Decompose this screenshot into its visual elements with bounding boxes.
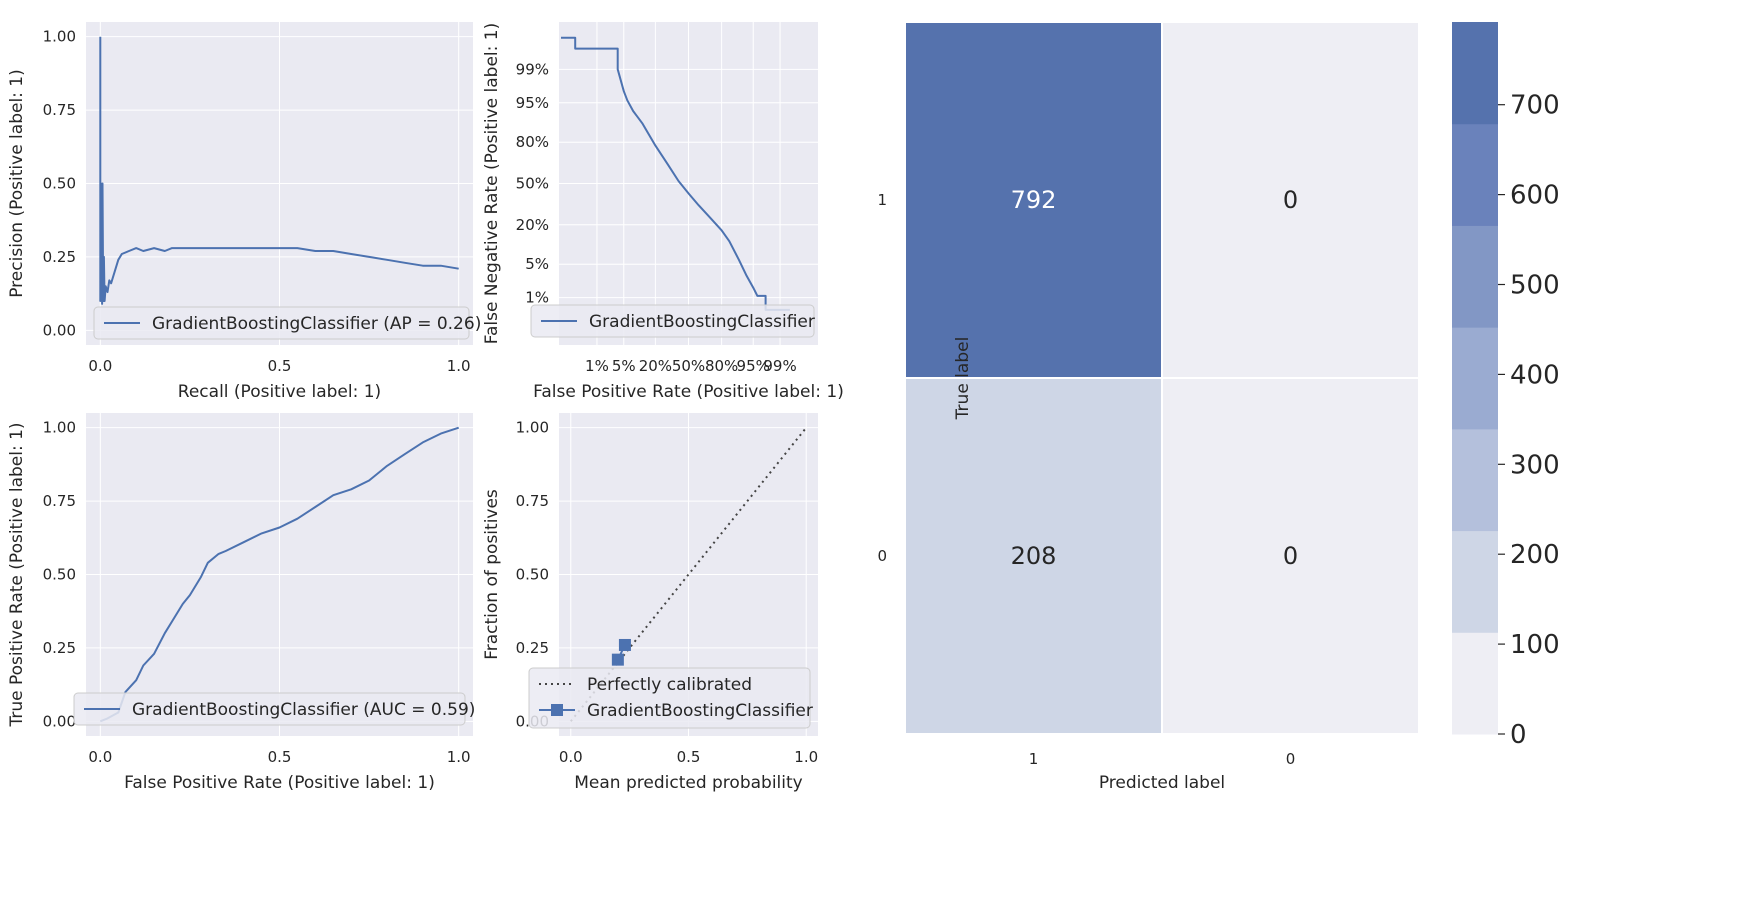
det-x-tick-label: 80% bbox=[705, 357, 738, 375]
cal-legend bbox=[528, 667, 811, 729]
det-y-axis-label: False Negative Rate (Positive label: 1) bbox=[482, 23, 502, 344]
cm-panel: 792 0 208 0 1 0 1 0 Predicted label True label 0 10… bbox=[877, 21, 1560, 793]
roc-x-axis-label: False Positive Rate (Positive label: 1) bbox=[124, 773, 435, 793]
colorbar-tick-label: 700 bbox=[1510, 91, 1560, 121]
pr-y-tick-label: 0.50 bbox=[43, 175, 76, 193]
roc-series-line bbox=[99, 426, 460, 723]
pr-legend-entry: GradientBoostingClassifier (AP = 0.26) bbox=[152, 314, 481, 334]
roc-y-tick-label: 0.25 bbox=[43, 639, 76, 657]
colorbar-band bbox=[1452, 428, 1498, 532]
det-panel: 1% 5% 20% 50% 80%95%99%1%5%20%50%80%95%99%Fa… bbox=[482, 22, 844, 402]
det-series-line bbox=[561, 36, 790, 311]
roc-y-tick-label: 0.00 bbox=[43, 712, 76, 730]
cal-x-tick-label: 1.0 bbox=[794, 748, 818, 766]
cm-cell bbox=[1161, 21, 1420, 379]
det-y-tick-label: 95% bbox=[516, 94, 549, 112]
pr-y-tick-label: 0.25 bbox=[43, 248, 76, 266]
det-y-tick-label: 1% bbox=[525, 289, 549, 307]
colorbar-band bbox=[1452, 225, 1498, 328]
cm-cell bbox=[904, 377, 1163, 735]
cal-legend-entry: Perfectly calibrated bbox=[587, 675, 752, 695]
cal-x-tick-label: 0.0 bbox=[559, 748, 583, 766]
det-x-tick-label: 20% bbox=[639, 357, 672, 375]
roc-y-tick-label: 0.75 bbox=[43, 492, 76, 510]
roc-y-axis-label: True Positive Rate (Positive label: 1) bbox=[7, 422, 27, 727]
cm-x-axis-label: Predicted label bbox=[1099, 773, 1225, 793]
cm-cell-value: 792 bbox=[1011, 186, 1057, 214]
pr-legend bbox=[93, 306, 470, 340]
colorbar-tick-label: 0 bbox=[1510, 720, 1527, 750]
det-y-tick-label: 80% bbox=[516, 133, 549, 151]
cm-x-tick-label: 0 bbox=[1286, 750, 1296, 768]
cm-x-tick-label: 1 bbox=[1029, 750, 1039, 768]
pr-x-tick-label: 0.0 bbox=[88, 357, 112, 375]
cal-y-axis-label: Fraction of positives bbox=[482, 489, 502, 660]
cal-y-tick-label: 0.50 bbox=[516, 566, 549, 584]
colorbar-band bbox=[1452, 123, 1498, 226]
colorbar-tick-label: 300 bbox=[1510, 450, 1560, 480]
cal-series-marker bbox=[611, 653, 624, 666]
cal-x-axis-label: Mean predicted probability bbox=[574, 773, 802, 793]
pr-y-tick-label: 0.75 bbox=[43, 101, 76, 119]
pr-x-tick-label: 1.0 bbox=[447, 357, 471, 375]
colorbar-tick-label: 100 bbox=[1510, 630, 1560, 660]
roc-x-tick-label: 0.0 bbox=[88, 748, 112, 766]
cal-legend-entry: GradientBoostingClassifier bbox=[587, 701, 813, 721]
pr-y-tick-label: 1.00 bbox=[43, 28, 76, 46]
pr-x-tick-label: 0.5 bbox=[268, 357, 292, 375]
cm-y-axis-label: True label bbox=[953, 337, 973, 421]
colorbar-tick-label: 200 bbox=[1510, 540, 1560, 570]
cm-cell bbox=[904, 21, 1163, 379]
cm-cell-value: 208 bbox=[1011, 542, 1057, 570]
cal-x-tick-label: 0.5 bbox=[677, 748, 701, 766]
det-y-tick-label: 50% bbox=[516, 175, 549, 193]
det-legend bbox=[530, 304, 815, 338]
cal-series-marker bbox=[618, 638, 631, 651]
cm-cell-value: 0 bbox=[1283, 542, 1298, 570]
det-x-tick-label: 1% bbox=[585, 357, 609, 375]
roc-x-tick-label: 1.0 bbox=[447, 748, 471, 766]
det-y-tick-label: 5% bbox=[525, 255, 549, 273]
colorbar-tick-label: 500 bbox=[1510, 271, 1560, 301]
roc-y-tick-label: 0.50 bbox=[43, 566, 76, 584]
cm-cell bbox=[1161, 377, 1420, 735]
colorbar-tick-label: 600 bbox=[1510, 181, 1560, 211]
det-x-tick-label: 5% bbox=[612, 357, 636, 375]
pr-series-line bbox=[99, 36, 459, 305]
colorbar-band bbox=[1452, 530, 1498, 633]
cal-legend-marker bbox=[551, 704, 563, 716]
pr-y-tick-label: 0.00 bbox=[43, 321, 76, 339]
colorbar-band bbox=[1452, 632, 1498, 735]
det-x-axis-label: False Positive Rate (Positive label: 1) bbox=[533, 382, 844, 402]
roc-panel: 0.0 0.5 1.0 0.00 0.25 0.50 0.75 1.00 False Posit… bbox=[7, 413, 475, 793]
det-legend-entry: GradientBoostingClassifier bbox=[589, 312, 815, 332]
colorbar-band bbox=[1452, 327, 1498, 430]
cal-y-tick-label: 0.75 bbox=[516, 492, 549, 510]
det-x-tick-label: 99% bbox=[763, 357, 796, 375]
roc-x-tick-label: 0.5 bbox=[268, 748, 292, 766]
det-y-tick-label: 99% bbox=[516, 60, 549, 78]
cal-series-line bbox=[570, 427, 807, 722]
roc-legend-entry: GradientBoostingClassifier (AUC = 0.59) bbox=[132, 700, 475, 720]
roc-legend bbox=[73, 692, 466, 726]
cm-y-tick-label: 1 bbox=[877, 191, 887, 209]
colorbar-band bbox=[1452, 22, 1498, 125]
roc-y-tick-label: 1.00 bbox=[43, 419, 76, 437]
cm-y-tick-label: 0 bbox=[877, 547, 887, 565]
det-y-tick-label: 20% bbox=[516, 216, 549, 234]
pr-y-axis-label: Precision (Positive label: 1) bbox=[7, 69, 27, 298]
pr-panel: 0.0 0.5 1.0 0.00 0.25 0.50 0.75 1.00 Recall (Pos… bbox=[7, 22, 481, 402]
det-x-tick-label: 50% bbox=[672, 357, 705, 375]
cm-cell-value: 0 bbox=[1283, 186, 1298, 214]
cal-y-tick-label: 1.00 bbox=[516, 419, 549, 437]
colorbar-tick-label: 400 bbox=[1510, 360, 1560, 390]
pr-x-axis-label: Recall (Positive label: 1) bbox=[178, 382, 381, 402]
det-x-tick-label: 95% bbox=[737, 357, 770, 375]
cal-y-tick-label: 0.25 bbox=[516, 639, 549, 657]
